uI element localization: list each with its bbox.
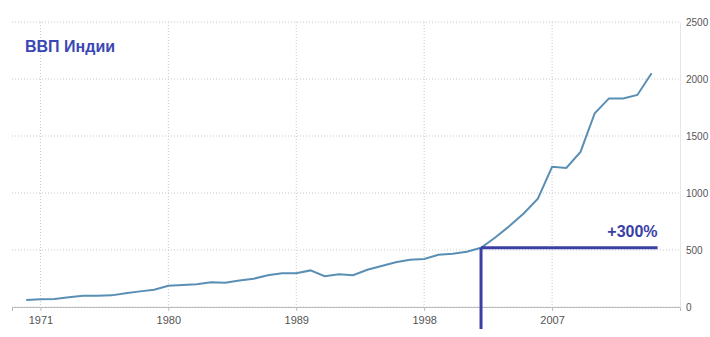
x-tick-mark: [40, 307, 41, 311]
x-tick: 1998: [412, 307, 436, 326]
y-tick-label: 1000: [686, 188, 709, 199]
x-tick-label: 2007: [540, 314, 564, 326]
grid-line-x: [168, 22, 169, 307]
annotation-vline: [480, 248, 483, 329]
x-tick-mark: [296, 307, 297, 311]
annotation-hline: [481, 246, 658, 249]
x-tick-label: 1998: [412, 314, 436, 326]
x-tick: 2007: [540, 307, 564, 326]
x-axis: 1971 1980 1989 1998 2007: [13, 307, 681, 326]
y-tick-label: 2000: [686, 74, 709, 85]
y-tick: 2000: [680, 74, 709, 85]
grid-line-y: [12, 136, 680, 137]
y-tick: 1500: [680, 131, 709, 142]
y-tick: 1000: [680, 188, 709, 199]
grid: [12, 22, 680, 307]
grid-line-y: [12, 250, 680, 251]
x-tick: 1971: [29, 307, 53, 326]
grid-line-x: [552, 22, 553, 307]
x-tick-mark: [168, 307, 169, 311]
y-tick-label: 500: [686, 245, 703, 256]
x-tick: 1980: [157, 307, 181, 326]
grid-line-y: [12, 79, 680, 80]
annotation-label: +300%: [607, 223, 657, 240]
grid-line-y: [12, 22, 680, 23]
x-tick-label: 1971: [29, 314, 53, 326]
y-tick: 0: [680, 302, 692, 313]
y-tick-label: 0: [686, 302, 692, 313]
y-tick: 500: [680, 245, 703, 256]
grid-line-x: [296, 22, 297, 307]
x-tick-mark: [552, 307, 553, 311]
y-axis-line: [680, 23, 681, 308]
x-tick-mark: [424, 307, 425, 311]
grid-line-x: [40, 22, 41, 307]
y-tick-label: 2500: [686, 17, 709, 28]
y-axis: 0 500 1000 1500 2000 2500: [680, 17, 709, 313]
x-axis-line: [13, 308, 681, 312]
x-tick-label: 1989: [285, 314, 309, 326]
gdp-line: [26, 73, 651, 300]
x-tick: 1989: [285, 307, 309, 326]
grid-line-y: [12, 193, 680, 194]
x-tick-label: 1980: [157, 314, 181, 326]
grid-line-x: [424, 22, 425, 307]
title: ВВП Индии: [25, 38, 115, 55]
chart: 1971 1980 1989 1998 2007 0 500 1000 1500 2000 2500…: [0, 0, 710, 337]
plot-area: [26, 73, 651, 300]
y-tick: 2500: [680, 17, 709, 28]
y-tick-label: 1500: [686, 131, 709, 142]
